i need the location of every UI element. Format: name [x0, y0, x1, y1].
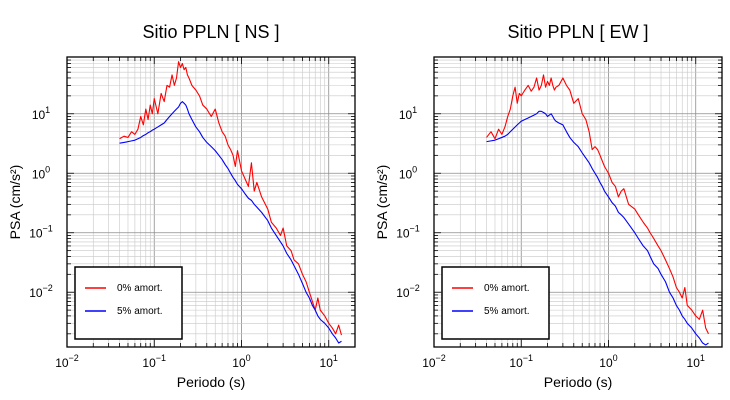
plot-frame	[433, 56, 723, 348]
tick-exponent: −1	[43, 224, 53, 234]
y-axis-label: PSA (cm/s²)	[374, 165, 390, 240]
x-tick-label: 101	[687, 353, 705, 370]
x-tick-label: 10−1	[142, 353, 166, 370]
y-tick-label: 10−1	[29, 224, 53, 241]
y-tick-label: 100	[32, 164, 50, 181]
y-tick-label: 101	[32, 105, 50, 122]
tick-exponent: −1	[523, 353, 533, 363]
y-tick-label: 101	[399, 105, 417, 122]
y-axis-label: PSA (cm/s²)	[7, 165, 23, 240]
chart-panel-ns: Sitio PPLN [ NS ] 10−2 10−1 100 10110−210−1…	[7, 22, 356, 390]
grid	[433, 56, 723, 347]
tick-exponent: 1	[45, 105, 50, 115]
legend-box	[441, 266, 550, 340]
tick-exponent: −1	[410, 224, 420, 234]
x-tick-label: 101	[320, 353, 338, 370]
tick-exponent: 0	[412, 164, 417, 174]
legend-box	[74, 266, 183, 340]
x-axis-label: Periodo (s)	[177, 374, 245, 390]
tick-base: 10	[599, 356, 613, 370]
x-tick-label: 10−2	[422, 353, 446, 370]
tick-exponent: 0	[246, 353, 251, 363]
tick-exponent: 0	[45, 164, 50, 174]
tick-exponent: −2	[436, 353, 446, 363]
x-axis-label: Periodo (s)	[544, 374, 612, 390]
legend-label-0: 0% amort.	[117, 283, 163, 294]
tick-base: 10	[29, 286, 43, 300]
series-layer	[119, 61, 343, 344]
tick-exponent: 1	[412, 105, 417, 115]
tick-base: 10	[396, 286, 410, 300]
series-line-1	[119, 101, 342, 344]
tick-exponent: −2	[69, 353, 79, 363]
x-tick-label: 100	[599, 353, 617, 370]
tick-base: 10	[232, 356, 246, 370]
tick-exponent: 1	[700, 353, 705, 363]
chart-title: Sitio PPLN [ EW ]	[507, 22, 648, 42]
series-layer	[486, 74, 709, 346]
legend-label-0: 0% amort.	[484, 283, 530, 294]
tick-base: 10	[509, 356, 523, 370]
tick-base: 10	[32, 108, 46, 122]
legend: 0% amort. 5% amort.	[441, 266, 550, 340]
legend-label-1: 5% amort.	[117, 306, 163, 317]
x-tick-label: 10−2	[55, 353, 79, 370]
y-tick-label: 10−2	[396, 283, 420, 300]
tick-base: 10	[320, 356, 334, 370]
tick-base: 10	[142, 356, 156, 370]
chart-title: Sitio PPLN [ NS ]	[142, 22, 279, 42]
chart-panel-ew: Sitio PPLN [ EW ] 10−2 10−1 100 10110−210−1…	[374, 22, 723, 390]
tick-base: 10	[55, 356, 69, 370]
legend-label-1: 5% amort.	[484, 306, 530, 317]
tick-base: 10	[687, 356, 701, 370]
x-tick-label: 100	[232, 353, 250, 370]
y-tick-label: 10−1	[396, 224, 420, 241]
series-line-0	[486, 74, 709, 335]
plot-frame	[66, 56, 356, 348]
y-tick-label: 100	[399, 164, 417, 181]
legend: 0% amort. 5% amort.	[74, 266, 183, 340]
tick-exponent: 0	[613, 353, 618, 363]
tick-base: 10	[399, 167, 413, 181]
tick-exponent: −1	[156, 353, 166, 363]
tick-base: 10	[32, 167, 46, 181]
series-line-0	[119, 61, 343, 336]
tick-exponent: −2	[43, 283, 53, 293]
tick-base: 10	[29, 227, 43, 241]
tick-base: 10	[396, 227, 410, 241]
tick-exponent: 1	[333, 353, 338, 363]
tick-base: 10	[399, 108, 413, 122]
series-line-1	[486, 110, 709, 346]
tick-exponent: −2	[410, 283, 420, 293]
tick-base: 10	[422, 356, 436, 370]
x-tick-label: 10−1	[509, 353, 533, 370]
y-tick-label: 10−2	[29, 283, 53, 300]
